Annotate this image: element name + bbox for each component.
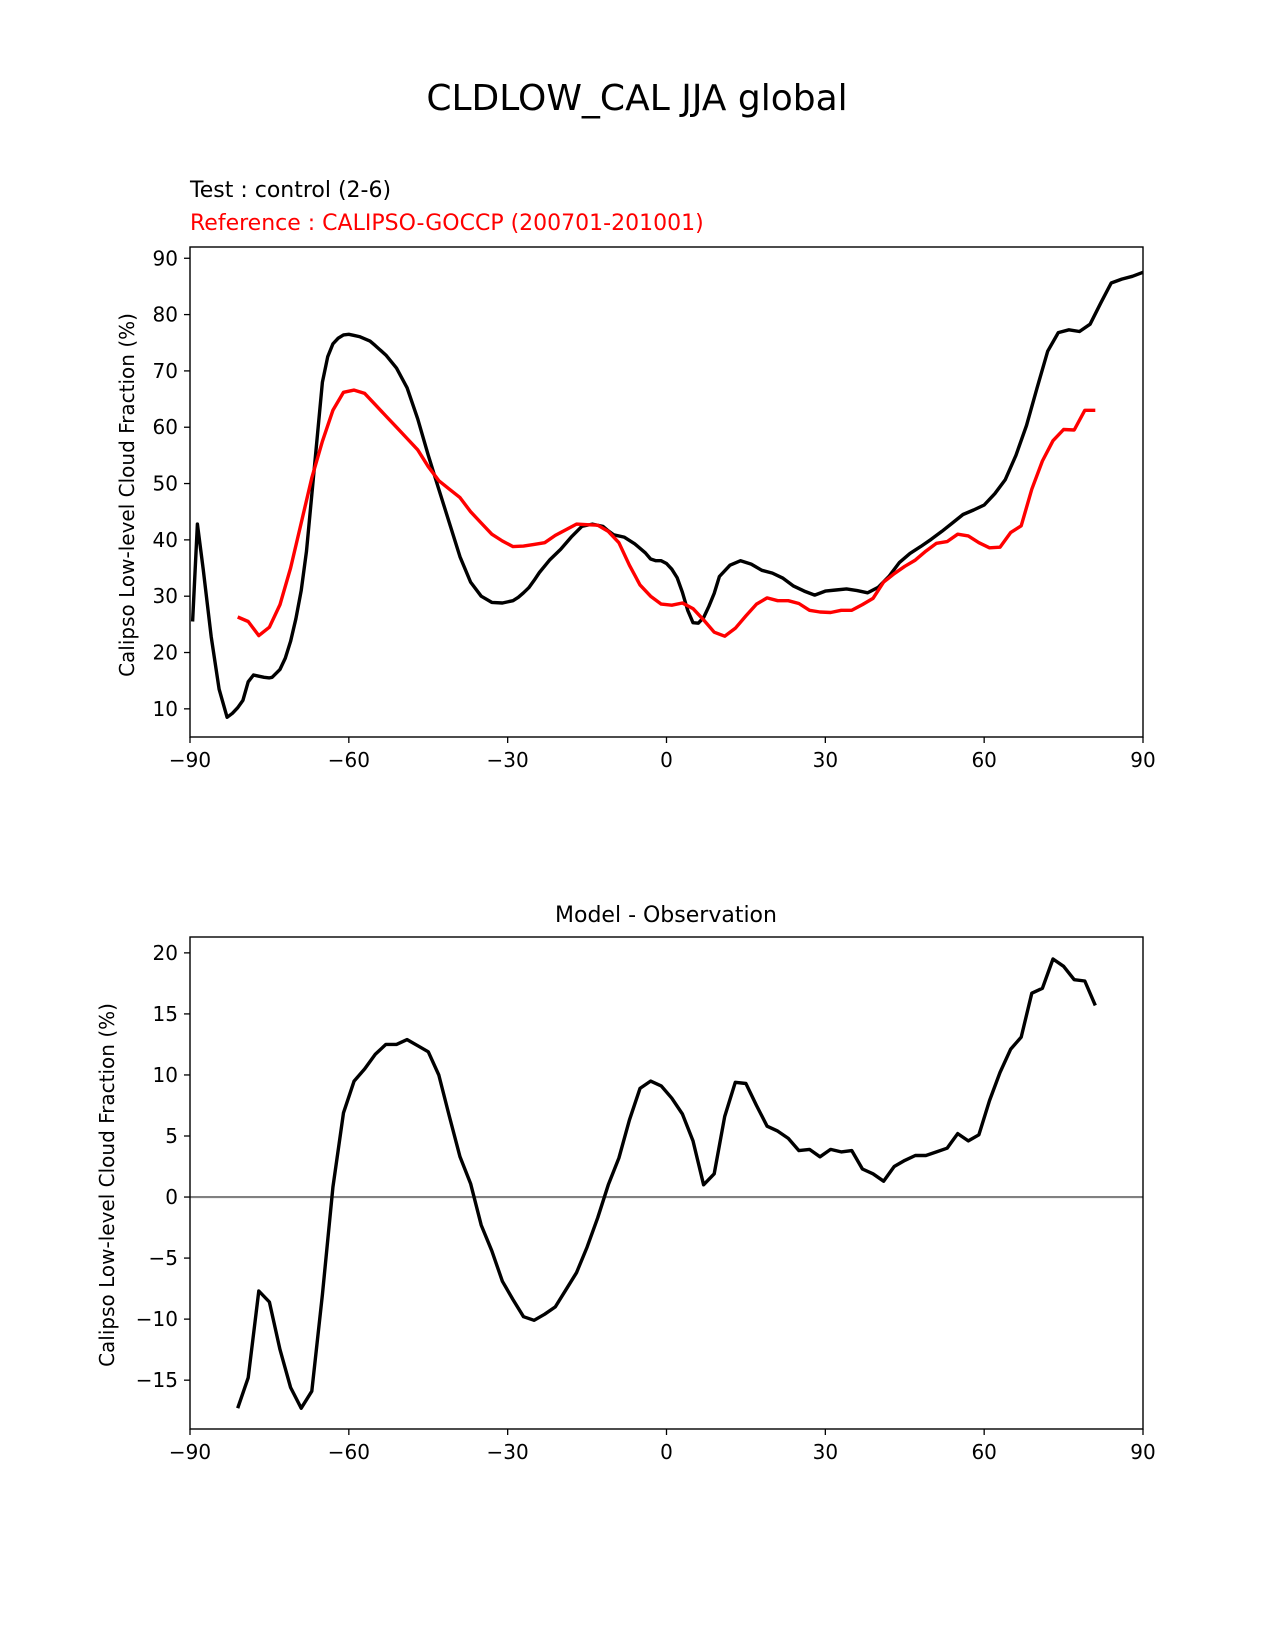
top-y-tick-label: 90 (153, 246, 178, 270)
figure-title: CLDLOW_CAL JJA global (426, 78, 847, 119)
bottom-x-tick-label: 0 (660, 1440, 673, 1464)
bottom-x-tick-label: 90 (1130, 1440, 1155, 1464)
top-x-tick-label: 60 (971, 748, 996, 772)
bottom-x-tick-label: 30 (813, 1440, 838, 1464)
top-tick-layer: −90 −60 −30 0 30 60 90 10 20 30 40 50 60 70 80 90 (153, 246, 1156, 772)
bottom-y-tick-label: −5 (149, 1246, 178, 1270)
top-series-test-line (190, 270, 1144, 719)
bottom-x-tick-label: 60 (971, 1440, 996, 1464)
bottom-y-tick-label: −15 (136, 1368, 178, 1392)
bottom-axes-frame (189, 936, 1144, 1430)
top-y-tick-label: 30 (153, 584, 178, 608)
top-x-tick-label: −30 (487, 748, 529, 772)
top-y-tick-label: 50 (153, 472, 178, 496)
top-y-tick-label: 70 (153, 359, 178, 383)
top-panel: Test : control (2-6) Reference : CALIPSO… (115, 178, 1156, 772)
top-y-axis-label: Calipso Low-level Cloud Fraction (%) (115, 313, 139, 677)
top-x-tick-label: −90 (169, 748, 211, 772)
top-axes-frame (189, 246, 1144, 738)
top-y-tick-label: 80 (153, 303, 178, 327)
top-series-reference-line (237, 388, 1096, 638)
bottom-y-axis-label: Calipso Low-level Cloud Fraction (%) (95, 1003, 119, 1367)
difference-title: Model - Observation (555, 903, 777, 928)
bottom-y-tick-label: 20 (153, 941, 178, 965)
bottom-tick-layer: −90 −60 −30 0 30 60 90 −15 −10 −5 0 5 10 15 20 (136, 941, 1156, 1464)
bottom-y-tick-label: 10 (153, 1063, 178, 1087)
top-x-tick-label: −60 (328, 748, 370, 772)
bottom-y-tick-label: 5 (165, 1124, 178, 1148)
top-series-layer (190, 270, 1144, 719)
reference-label: Reference : CALIPSO-GOCCP (200701-201001… (190, 211, 704, 236)
bottom-x-tick-label: −90 (169, 1440, 211, 1464)
bottom-series-difference-line (236, 957, 1097, 1410)
bottom-x-tick-label: −60 (328, 1440, 370, 1464)
top-x-tick-label: 0 (660, 748, 673, 772)
top-x-tick-label: 90 (1130, 748, 1155, 772)
top-y-tick-label: 20 (153, 641, 178, 665)
top-y-tick-label: 60 (153, 415, 178, 439)
top-x-tick-label: 30 (813, 748, 838, 772)
bottom-y-tick-label: −10 (136, 1307, 178, 1331)
bottom-series-layer (236, 957, 1097, 1410)
bottom-x-tick-label: −30 (487, 1440, 529, 1464)
bottom-y-tick-label: 0 (165, 1185, 178, 1209)
bottom-panel: Model - Observation Calipso Low-level Cl… (95, 903, 1156, 1464)
test-label: Test : control (2-6) (189, 178, 391, 203)
top-y-tick-label: 10 (153, 697, 178, 721)
top-y-tick-label: 40 (153, 528, 178, 552)
bottom-y-tick-label: 15 (153, 1002, 178, 1026)
